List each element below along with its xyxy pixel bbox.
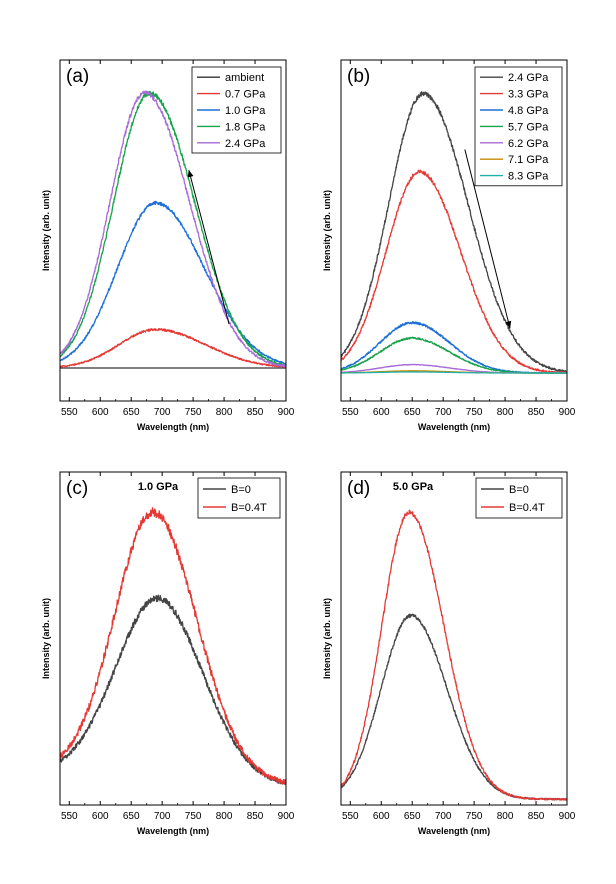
- x-axis-title: Wavelength (nm): [418, 422, 490, 432]
- legend: 2.4 GPa 3.3 GPa 4.8 GPa 5.7 GPa 6.2 GPa 7.1 G…: [474, 66, 563, 187]
- x-tick-label: 700: [154, 407, 171, 418]
- x-axis-title: Wavelength (nm): [137, 422, 209, 432]
- trend-arrow: [464, 149, 511, 329]
- series-group: [341, 91, 567, 375]
- x-tick-label: 700: [435, 407, 452, 418]
- pressure-annotation: 1.0 GPa: [138, 481, 179, 493]
- y-axis-title: Intensity (arb. unit): [322, 190, 332, 271]
- x-tick-label: 650: [123, 811, 140, 822]
- x-tick-label: 550: [342, 811, 359, 822]
- series-line: [60, 327, 286, 368]
- series-line: [60, 90, 286, 368]
- series-group: [60, 90, 286, 369]
- x-tick-label: 800: [497, 407, 514, 418]
- series-line: [60, 90, 286, 367]
- legend-entry: B=0: [231, 484, 251, 496]
- x-tick-label: 900: [278, 407, 295, 418]
- series-group: [60, 507, 286, 786]
- series-line: [341, 613, 567, 801]
- x-tick-label: 700: [435, 811, 452, 822]
- legend: B=0 B=0.4T: [475, 477, 563, 519]
- legend-entry: 7.1 GPa: [508, 154, 549, 166]
- x-tick-label: 650: [123, 407, 140, 418]
- series-line: [60, 594, 286, 786]
- panel-0: 550 600 650 700 750 800 850 900 Wavelength (nm) I…: [41, 59, 295, 432]
- legend-entry: ambient: [225, 72, 264, 84]
- legend-entry: 6.2 GPa: [508, 138, 549, 150]
- pressure-annotation: 5.0 GPa: [393, 481, 434, 493]
- y-axis-title: Intensity (arb. unit): [322, 598, 332, 679]
- trend-arrow-head: [187, 170, 194, 178]
- series-line: [60, 200, 286, 365]
- x-tick-label: 900: [559, 811, 576, 822]
- series-line: [341, 371, 567, 374]
- legend: B=0 B=0.4T: [197, 477, 281, 519]
- panel-1: 550 600 650 700 750 800 850 900 Wavelength (nm) I…: [322, 59, 576, 432]
- x-tick-label: 850: [247, 407, 264, 418]
- x-tick-label: 750: [466, 407, 483, 418]
- x-tick-label: 650: [404, 811, 421, 822]
- plot-frame: [340, 471, 568, 806]
- x-tick-label: 550: [342, 407, 359, 418]
- x-tick-label: 750: [466, 811, 483, 822]
- series-group: [341, 509, 567, 801]
- panel-label: (a): [66, 66, 89, 87]
- plot-frame: [59, 59, 287, 402]
- x-axis-title: Wavelength (nm): [418, 826, 490, 836]
- series-line: [341, 91, 567, 373]
- legend: ambient 0.7 GPa 1.0 GPa 1.8 GPa 2.4 GPa: [191, 66, 282, 154]
- legend-entry: 2.4 GPa: [225, 138, 266, 150]
- panel-label: (d): [347, 478, 370, 499]
- trend-arrow-head: [505, 320, 512, 329]
- x-tick-label: 800: [216, 407, 233, 418]
- legend-entry: 4.8 GPa: [508, 105, 549, 117]
- x-tick-label: 750: [185, 407, 202, 418]
- x-tick-label: 550: [61, 407, 78, 418]
- legend-box: [197, 477, 281, 519]
- x-tick-label: 550: [61, 811, 78, 822]
- legend-entry: 3.3 GPa: [508, 89, 549, 101]
- x-tick-label: 700: [154, 811, 171, 822]
- trend-arrow: [188, 169, 230, 325]
- x-tick-label: 800: [216, 811, 233, 822]
- series-line: [341, 321, 567, 375]
- legend-entry: 2.4 GPa: [508, 72, 549, 84]
- legend-entry: 8.3 GPa: [508, 171, 549, 183]
- x-tick-label: 600: [92, 407, 109, 418]
- x-tick-label: 600: [373, 811, 390, 822]
- legend-entry: B=0.4T: [509, 502, 545, 514]
- x-tick-label: 850: [528, 811, 545, 822]
- legend-entry: 1.8 GPa: [225, 121, 266, 133]
- plot-frame: [59, 471, 287, 806]
- x-axis-title: Wavelength (nm): [137, 826, 209, 836]
- x-tick-label: 900: [559, 407, 576, 418]
- series-line: [341, 169, 567, 374]
- x-tick-label: 900: [278, 811, 295, 822]
- legend-entry: 0.7 GPa: [225, 89, 266, 101]
- y-axis-title: Intensity (arb. unit): [41, 598, 51, 679]
- plot-frame: [340, 59, 568, 402]
- panel-label: (c): [66, 478, 88, 499]
- x-tick-label: 750: [185, 811, 202, 822]
- x-tick-label: 650: [404, 407, 421, 418]
- series-line: [60, 507, 286, 785]
- legend-entry: 5.7 GPa: [508, 121, 549, 133]
- x-tick-label: 600: [92, 811, 109, 822]
- legend-box: [475, 477, 563, 519]
- legend-entry: B=0.4T: [231, 502, 267, 514]
- x-tick-label: 850: [528, 407, 545, 418]
- panel-2: 550 600 650 700 750 800 850 900 Wavelength (nm) I…: [41, 471, 295, 836]
- y-axis-title: Intensity (arb. unit): [41, 190, 51, 271]
- panel-label: (b): [347, 66, 370, 87]
- x-tick-label: 850: [247, 811, 264, 822]
- series-line: [341, 509, 567, 801]
- panel-3: 550 600 650 700 750 800 850 900 Wavelength (nm) I…: [322, 471, 576, 836]
- legend-entry: 1.0 GPa: [225, 105, 266, 117]
- legend-entry: B=0: [509, 484, 529, 496]
- x-tick-label: 600: [373, 407, 390, 418]
- x-tick-label: 800: [497, 811, 514, 822]
